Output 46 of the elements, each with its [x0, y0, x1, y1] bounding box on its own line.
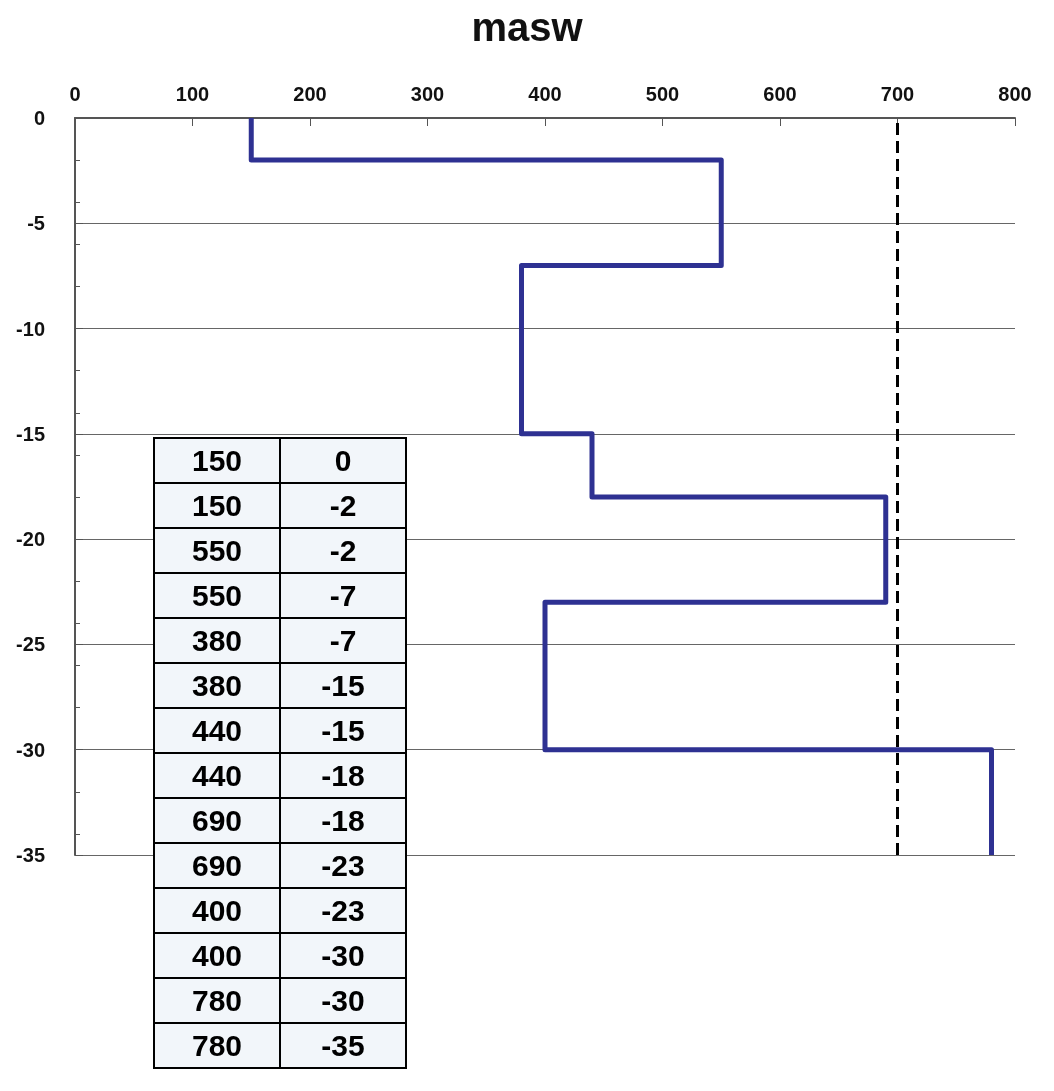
x-tick-label: 100 — [175, 83, 210, 105]
x-tick-label: 300 — [410, 83, 445, 105]
annotation: 150 — [154, 483, 280, 528]
x-tick-label: 800 — [998, 83, 1032, 105]
annotation: 380 — [154, 618, 280, 663]
x-tick-label: 400 — [528, 83, 562, 105]
text: 400 — [154, 933, 280, 978]
annotation: -23 — [280, 843, 406, 888]
y-tick-label: -30 — [16, 738, 45, 761]
annotation: -18 — [280, 798, 406, 843]
y-tick-label: -10 — [16, 317, 45, 340]
text: 780 — [154, 978, 280, 1023]
text: -35 — [280, 1023, 406, 1068]
chart-title: masw — [471, 5, 584, 49]
annotation: 550 — [154, 528, 280, 573]
annotation: 0 — [280, 438, 406, 483]
y-tick-label: -20 — [16, 528, 45, 551]
annotation: 550 — [154, 573, 280, 618]
annotation: -2 — [280, 483, 406, 528]
y-tick-label: -5 — [27, 212, 45, 235]
annotation: -7 — [280, 573, 406, 618]
annotation: 690 — [154, 843, 280, 888]
annotation: -7 — [280, 618, 406, 663]
annotation: -2 — [280, 528, 406, 573]
y-tick-label: -25 — [16, 633, 45, 656]
annotation: -15 — [280, 708, 406, 753]
text: -30 — [280, 978, 406, 1023]
text: 400 — [154, 888, 280, 933]
text: 780 — [154, 1023, 280, 1068]
text: -30 — [280, 933, 406, 978]
annotation: -18 — [280, 753, 406, 798]
text: -23 — [280, 888, 406, 933]
annotation: 440 — [154, 708, 280, 753]
annotation: 380 — [154, 663, 280, 708]
x-tick-label: 700 — [880, 83, 915, 105]
x-tick-label: 0 — [69, 83, 81, 105]
annotation: 150 — [154, 438, 280, 483]
x-tick-label: 200 — [293, 83, 327, 105]
x-tick-label: 500 — [645, 83, 680, 105]
y-tick-label: -35 — [16, 844, 45, 866]
annotation: -15 — [280, 663, 406, 708]
annotation: 440 — [154, 753, 280, 798]
annotation: 690 — [154, 798, 280, 843]
y-tick-label: -15 — [16, 422, 45, 445]
x-tick-label: 600 — [763, 83, 797, 105]
y-tick-label: 0 — [33, 107, 45, 129]
